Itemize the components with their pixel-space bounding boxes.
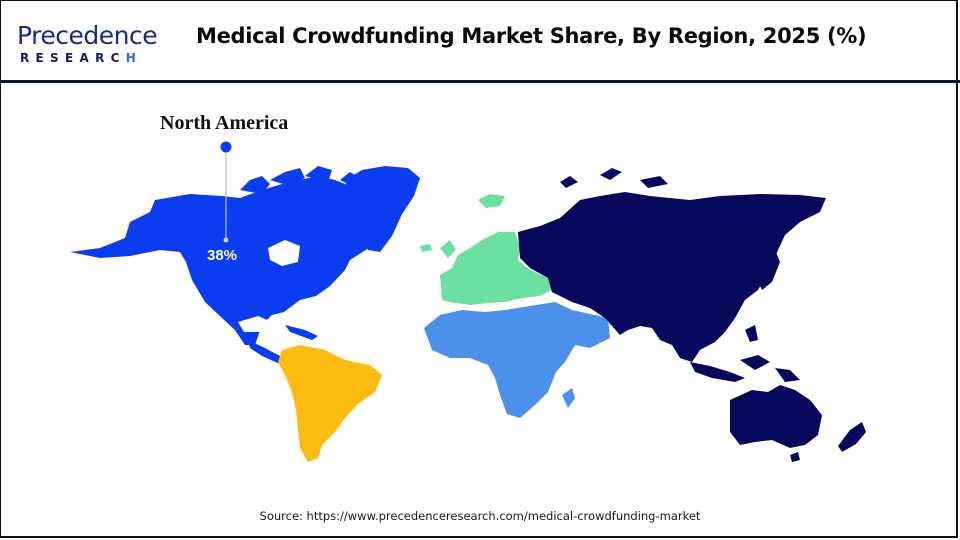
region-latin-america xyxy=(278,345,382,462)
logo-wordmark: Precedence xyxy=(17,21,158,50)
source-citation: Source: https://www.precedenceresearch.c… xyxy=(259,509,701,523)
header-divider xyxy=(0,80,960,83)
gulf-of-mexico xyxy=(238,316,272,332)
region-north-america xyxy=(70,166,420,368)
callout-region-label: North America xyxy=(160,112,289,134)
header: Precedence RESEARCH Medical Crowdfunding… xyxy=(0,0,960,80)
callout-anchor xyxy=(223,237,229,243)
callout-marker xyxy=(220,141,232,153)
logo-subtitle: RESEARCH xyxy=(20,51,142,65)
world-map xyxy=(70,141,866,462)
chart-title: Medical Crowdfunding Market Share, By Re… xyxy=(196,24,867,48)
region-europe xyxy=(420,194,552,305)
region-middle-east-africa xyxy=(424,302,610,418)
callout-value-label: 38% xyxy=(207,247,238,264)
precedence-research-logo: Precedence RESEARCH xyxy=(17,22,162,66)
hudson-bay xyxy=(268,240,300,266)
region-asia-pacific xyxy=(518,168,866,462)
logo-line2: RESEARC xyxy=(20,51,126,65)
logo-line2-accent: H xyxy=(125,51,143,65)
logo-line1: Precedence xyxy=(17,21,158,50)
